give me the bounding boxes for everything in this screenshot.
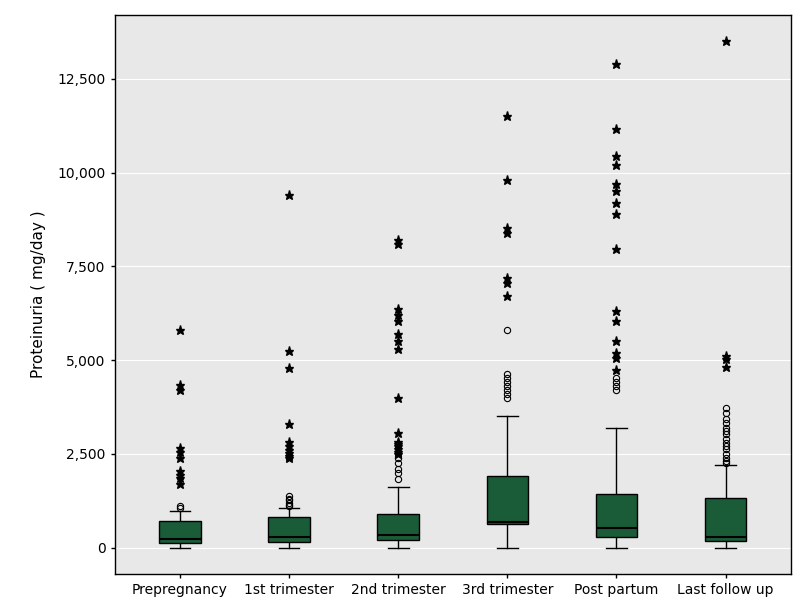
Y-axis label: Proteinuria ( mg/day ): Proteinuria ( mg/day ) bbox=[31, 211, 46, 378]
Bar bbox=[160, 521, 201, 543]
Bar bbox=[377, 514, 419, 540]
Bar bbox=[487, 476, 528, 524]
Bar bbox=[704, 498, 746, 541]
Bar bbox=[596, 494, 638, 537]
Bar bbox=[268, 517, 310, 542]
